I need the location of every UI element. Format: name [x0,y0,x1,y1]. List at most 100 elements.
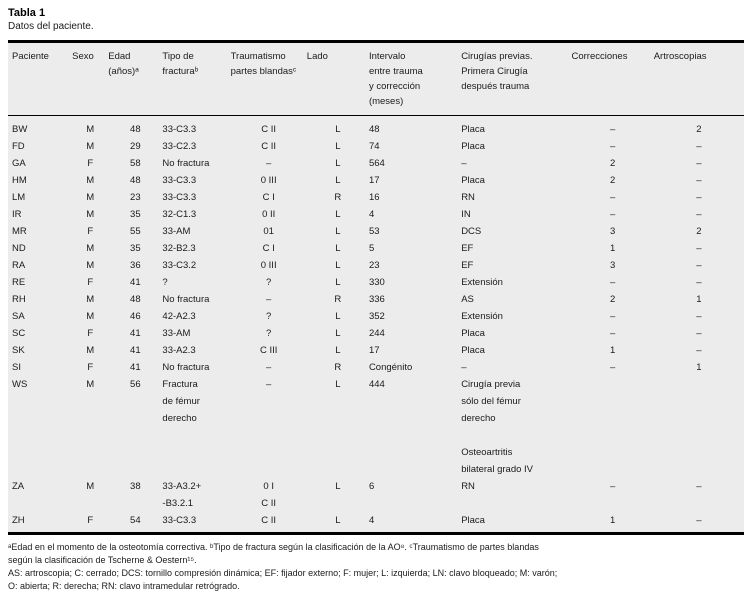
cell-edad: 48 [130,175,141,186]
table-row: SC F 41 33-AM? L 244 Placa – – [8,325,744,342]
table-row: SA M 46 42-A2.3? L 352 Extensión – – [8,308,744,325]
cell-intervalo: 17 [368,175,380,186]
cell-artroscopias: – [696,311,702,322]
cell-edad: 55 [130,226,141,237]
cell-correcciones: 3 [609,260,616,271]
cell-artroscopias: – [696,260,702,271]
cell-edad: 41 [130,328,141,339]
cell-cirugias-previas: Placa [461,328,485,339]
cell-intervalo: 4 [368,515,375,526]
cell-intervalo: 23 [368,260,380,271]
cell-artroscopias: 2 [696,124,702,135]
cell-tipo-fractura: 33-A3.2+ -B3.2.1 [162,481,202,509]
cell-paciente: GA [12,158,26,169]
cell-correcciones [571,376,653,478]
cell-intervalo: 244 [368,328,385,339]
cell-tipo-fractura: No fractura [162,362,210,373]
cell-paciente: RE [12,277,26,288]
cell-artroscopias: – [696,175,702,186]
cell-artroscopias: – [696,328,702,339]
cell-sexo: F [87,226,94,237]
cell-intervalo: 48 [368,124,380,135]
cell-artroscopias: – [696,515,702,526]
cell-cirugias-previas: Placa [461,141,485,152]
cell-lado: L [335,277,341,288]
cell-traumatismo: – [266,379,272,390]
column-header-correcciones: Correcciones [571,43,654,116]
column-header-lado: Lado [306,43,369,116]
cell-intervalo: 16 [368,192,380,203]
cell-intervalo: 564 [368,158,385,169]
cell-artroscopias: – [696,345,702,356]
cell-lado: L [335,175,341,186]
cell-tipo-fractura: 33-C3.3 [162,124,197,135]
cell-edad: 58 [130,158,141,169]
cell-cirugias-previas: EF [461,243,474,254]
cell-correcciones: 2 [609,158,616,169]
cell-sexo: M [86,311,95,322]
cell-traumatismo: C I [262,192,275,203]
cell-edad: 36 [130,260,141,271]
cell-correcciones: – [609,277,616,288]
cell-artroscopias [654,376,744,478]
cell-paciente: SK [12,345,25,356]
cell-sexo: M [86,209,95,220]
cell-lado: L [335,311,341,322]
cell-intervalo: 5 [368,243,375,254]
cell-sexo: F [87,277,94,288]
cell-traumatismo: C II [261,141,277,152]
cell-traumatismo: C II [261,124,277,135]
column-header-cirugias-previas: Cirugías previas. Primera Cirugía despué… [461,43,572,116]
cell-tipo-fractura: No fractura [162,294,210,305]
cell-artroscopias: – [696,277,702,288]
cell-intervalo: 4 [368,209,375,220]
cell-lado: L [335,243,341,254]
table-row: SK M 41 33-A2.3 C III L 17 Placa 1 – [8,342,744,359]
cell-cirugias-previas: Extensión [461,311,503,322]
cell-artroscopias: – [696,158,702,169]
cell-artroscopias: – [696,243,702,254]
cell-correcciones: – [609,362,616,373]
cell-lado: L [335,209,341,220]
cell-traumatismo: ? [266,328,272,339]
cell-edad: 23 [130,192,141,203]
cell-tipo-fractura: No fractura [162,158,210,169]
cell-cirugias-previas: – [461,362,467,373]
cell-lado: L [335,328,341,339]
cell-tipo-fractura: 33-C3.3 [162,192,197,203]
cell-artroscopias: 2 [696,226,702,237]
cell-edad: 54 [130,515,141,526]
cell-paciente: WS [12,379,28,390]
cell-tipo-fractura: 33-C3.2 [162,260,197,271]
cell-sexo: M [86,379,95,390]
cell-paciente: SI [12,362,21,373]
cell-paciente: IR [12,209,22,220]
cell-sexo: M [86,141,95,152]
cell-traumatismo: – [266,294,272,305]
cell-cirugias-previas: Extensión [461,277,503,288]
table-row: RE F 41?? L 330 Extensión – – [8,274,744,291]
cell-paciente: MR [12,226,27,237]
cell-correcciones: 1 [609,515,616,526]
cell-sexo: M [86,294,95,305]
cell-lado: L [335,141,341,152]
cell-paciente: HM [12,175,27,186]
cell-tipo-fractura: 33-A2.3 [162,345,196,356]
cell-cirugias-previas: IN [461,209,471,220]
cell-traumatismo: 0 III [260,175,277,186]
cell-artroscopias: – [696,141,702,152]
column-header-sexo: Sexo [72,43,109,116]
cell-intervalo: 330 [368,277,385,288]
table-row: IR M 35 32-C1.3 0 II L 4 IN – – [8,206,744,223]
cell-lado: R [334,192,342,203]
cell-paciente: RA [12,260,26,271]
footnotes: ᵃEdad en el momento de la osteotomía cor… [8,541,743,593]
cell-paciente: RH [12,294,26,305]
cell-cirugias-previas: AS [461,294,474,305]
cell-traumatismo: 0 III [260,260,277,271]
cell-edad: 56 [130,379,141,390]
cell-paciente: ZH [12,515,25,526]
table-row: RH M 48 No fractura – R 336 AS 2 1 [8,291,744,308]
cell-sexo: F [87,362,94,373]
cell-sexo: F [87,515,94,526]
